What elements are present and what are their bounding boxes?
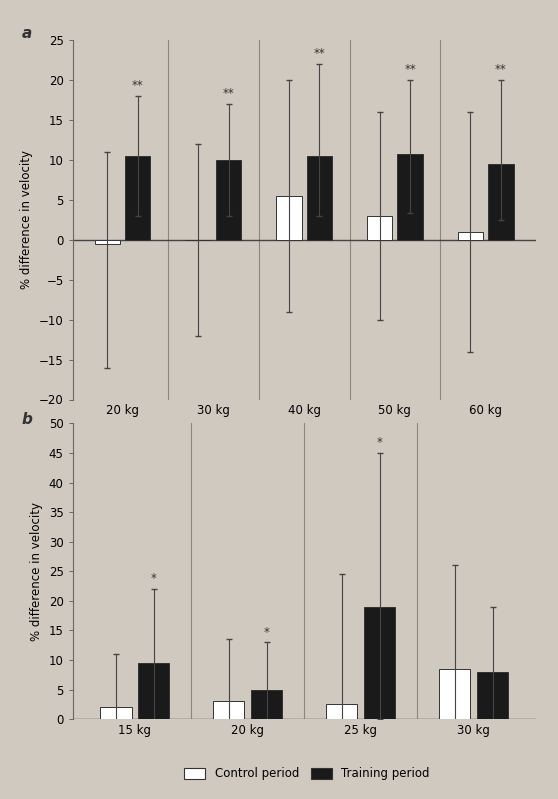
Text: **: **: [405, 62, 416, 76]
Bar: [326, 705, 358, 719]
Text: **: **: [132, 78, 143, 92]
Text: *: *: [151, 572, 157, 586]
Y-axis label: % difference in velocity: % difference in velocity: [30, 502, 43, 641]
Bar: [276, 196, 301, 240]
Text: **: **: [495, 62, 507, 76]
Bar: [397, 154, 423, 240]
Bar: [100, 707, 132, 719]
Bar: [458, 232, 483, 240]
Text: *: *: [264, 626, 270, 638]
Bar: [251, 690, 282, 719]
Bar: [216, 160, 241, 240]
Bar: [439, 669, 470, 719]
Bar: [364, 606, 396, 719]
Legend: Control period, Training period: Control period, Training period: [179, 763, 435, 785]
Bar: [367, 216, 392, 240]
Bar: [477, 672, 508, 719]
Bar: [213, 702, 244, 719]
Bar: [94, 240, 120, 244]
Text: b: b: [22, 411, 32, 427]
Bar: [307, 156, 332, 240]
Bar: [138, 663, 170, 719]
Text: **: **: [223, 86, 234, 100]
Text: a: a: [22, 26, 32, 41]
Text: **: **: [314, 46, 325, 60]
Text: *: *: [377, 436, 382, 450]
Bar: [125, 156, 151, 240]
Y-axis label: % difference in velocity: % difference in velocity: [20, 150, 33, 289]
Bar: [488, 164, 514, 240]
